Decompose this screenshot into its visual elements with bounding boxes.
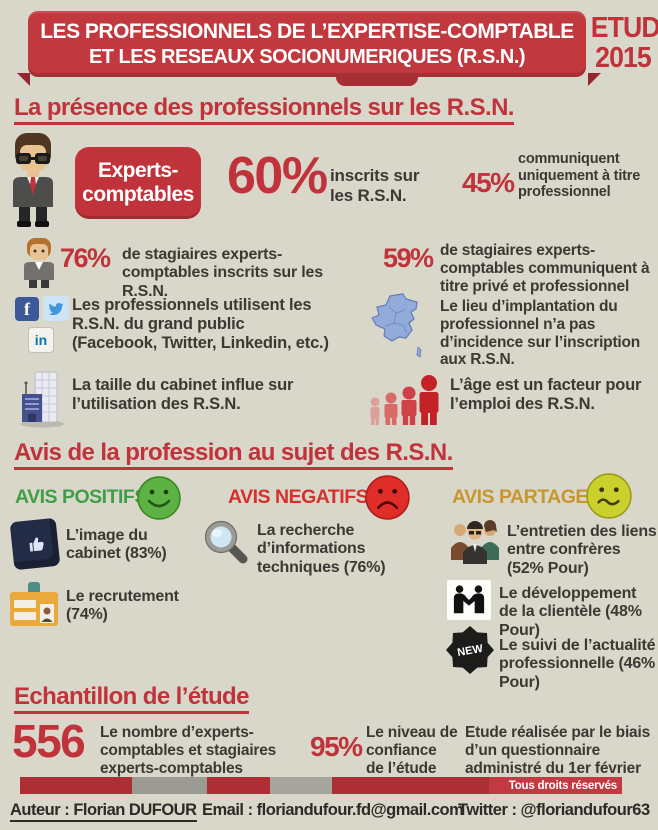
fact-taille-cabinet-label: La taille du cabinet influe sur l’utilis… xyxy=(72,376,294,413)
ribbon-tail-icon xyxy=(336,75,418,86)
title-line1: LES PROFESSIONNELS DE L’EXPERTISE-COMPTA… xyxy=(40,19,574,43)
linkedin-icon: in xyxy=(28,327,54,353)
twitter-icon xyxy=(43,296,69,321)
expert-avatar-icon xyxy=(7,133,59,229)
facebook-icon: f xyxy=(15,297,39,321)
bottom-stripe: Tous droits réservés xyxy=(20,777,622,794)
presence-heading: La présence des professionnels sur les R… xyxy=(14,94,514,126)
twitter-label: Twitter : @floriandufour63 xyxy=(458,801,650,819)
fact-age-label: L’âge est un facteur pour l’emploi des R… xyxy=(450,376,642,413)
stripe-segment xyxy=(132,777,207,794)
stat-repondants-value: 556 xyxy=(12,715,86,767)
stat-inscrits-label: inscrits sur les R.S.N. xyxy=(330,166,420,205)
stat-stagiaires-communiquent-value: 59% xyxy=(383,243,434,273)
avis-negatifs-item-recherche: La recherche d’informations techniques (… xyxy=(257,522,386,576)
author-text: Auteur : Florian DUFOUR xyxy=(10,801,197,822)
fact-implantation-label: Le lieu d’implantation du professionnel … xyxy=(440,298,641,369)
handshake-icon xyxy=(447,580,491,620)
echantillon-heading: Echantillon de l’étude xyxy=(14,683,249,715)
avis-partages-item-entretien: L’entretien des liens entre confrères (5… xyxy=(507,523,657,577)
stripe-segment xyxy=(332,777,489,794)
stat-pro-uniquement-value: 45% xyxy=(462,167,515,198)
avis-partages-item-actualite: Le suivi de l’actualité professionnelle … xyxy=(499,637,656,691)
stat-stagiaires-communiquent-label: de stagiaires experts-comptables communi… xyxy=(440,242,650,295)
uncertain-face-icon xyxy=(585,472,633,520)
new-badge-icon: NEW xyxy=(446,626,494,674)
stat-stagiaires-inscrits-label: de stagiaires experts-comptables inscrit… xyxy=(122,246,323,300)
rights-badge: Tous droits réservés xyxy=(489,777,622,794)
france-map-icon xyxy=(369,293,425,363)
etude-word: ETUDE xyxy=(590,12,658,44)
stagiaire-avatar-icon xyxy=(20,238,58,290)
sad-face-icon xyxy=(364,474,411,521)
author-label: Auteur : Florian DUFOUR xyxy=(10,801,197,822)
magnifier-icon xyxy=(200,517,250,567)
age-people-icon xyxy=(367,372,443,426)
email-label: Email : floriandufour.fd@gmail.com xyxy=(202,801,464,819)
recruitment-icon xyxy=(8,580,60,630)
avis-negatifs-title: AVIS NEGATIFS xyxy=(228,486,369,508)
colleagues-icon xyxy=(449,518,501,564)
fact-grand-public-label: Les professionnels utilisent les R.S.N. … xyxy=(72,296,329,352)
stripe-segment xyxy=(270,777,332,794)
avis-positifs-item-recrutement: Le recrutement (74%) xyxy=(66,588,179,624)
avis-positifs-item-image: L’image du cabinet (83%) xyxy=(66,527,167,563)
linkedin-letters: in xyxy=(34,332,48,348)
like-button-icon xyxy=(9,517,61,571)
avis-positifs-title: AVIS POSITIFS xyxy=(15,486,147,508)
stat-confiance-label: Le niveau de confiance de l’étude xyxy=(366,724,458,777)
etude-2015-label: ETUDE 2015 xyxy=(590,12,658,74)
avis-heading: Avis de la profession au sujet des R.S.N… xyxy=(14,439,453,471)
stat-stagiaires-inscrits-value: 76% xyxy=(60,243,111,273)
avis-partages-title: AVIS PARTAGES xyxy=(452,486,601,508)
title-banner: LES PROFESSIONNELS DE L’EXPERTISE-COMPTA… xyxy=(28,11,586,77)
etude-year: 2015 xyxy=(595,41,652,74)
stat-pro-uniquement-label: communiquent uniquement à titre professi… xyxy=(518,151,641,201)
title-line2: ET LES RESEAUX SOCIONUMERIQUES (R.S.N.) xyxy=(88,46,526,69)
stripe-segment xyxy=(207,777,270,794)
stripe-segment xyxy=(20,777,132,794)
stat-inscrits-value: 60% xyxy=(227,147,328,205)
buildings-icon xyxy=(18,370,66,428)
new-badge-label: NEW xyxy=(456,643,484,659)
happy-face-icon xyxy=(136,475,182,521)
ribbon-fold-left-icon xyxy=(17,73,30,86)
facebook-letter: f xyxy=(24,298,30,319)
experts-comptables-badge: Experts-comptables xyxy=(75,147,201,219)
avis-partages-item-clientele: Le développement de la clientèle (48% Po… xyxy=(499,585,642,639)
ribbon-fold-right-icon xyxy=(588,73,601,86)
stat-confiance-value: 95% xyxy=(310,731,363,762)
